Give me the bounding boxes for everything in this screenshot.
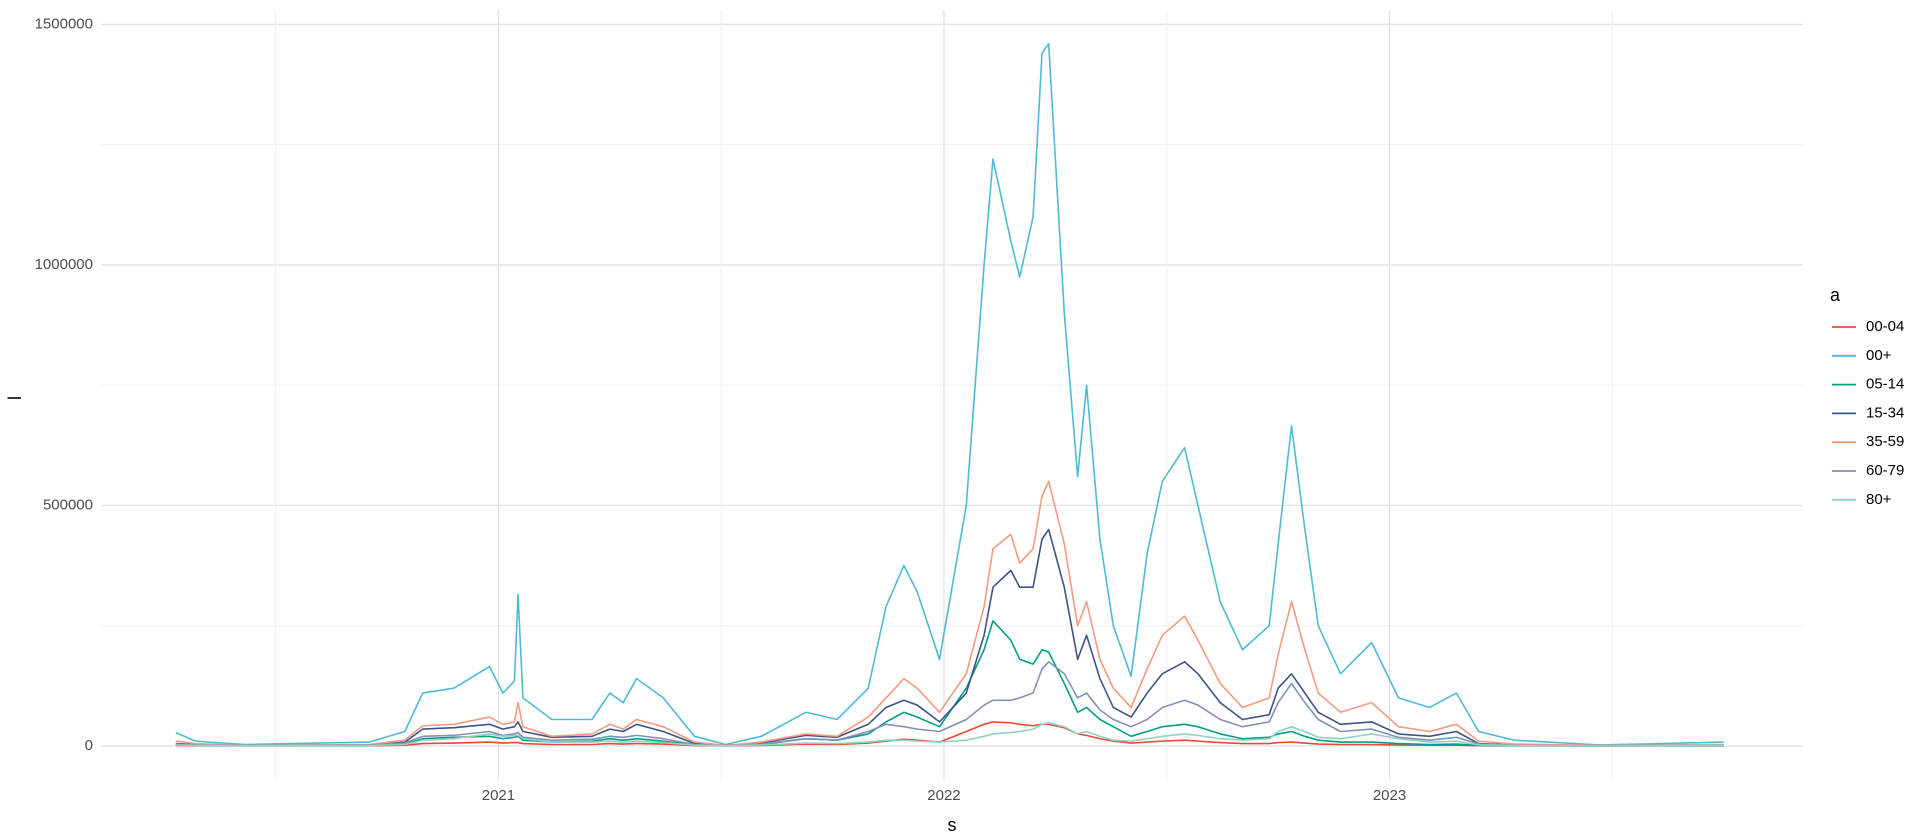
data-line: [175, 620, 1724, 747]
legend-label: 05-14: [1866, 376, 1904, 393]
legend-label: 80+: [1866, 491, 1892, 508]
data-line: [175, 722, 1724, 747]
x-axis-title: s: [948, 815, 957, 835]
x-tick-label: 2023: [1373, 787, 1406, 804]
legend-label: 35-59: [1866, 433, 1904, 450]
legend-label: 00-04: [1866, 318, 1904, 335]
legend-label: 00+: [1866, 347, 1892, 364]
plot-area: [101, 10, 1803, 780]
x-tick-label: 2021: [482, 787, 515, 804]
y-axis-title: l: [5, 396, 25, 400]
legend-label: 60-79: [1866, 462, 1904, 479]
y-tick-label: 1000000: [35, 256, 93, 273]
data-line: [175, 721, 1724, 747]
y-tick-label: 0: [85, 737, 93, 754]
data-line: [175, 528, 1724, 747]
y-tick-label: 500000: [43, 496, 93, 513]
legend-label: 15-34: [1866, 404, 1904, 421]
x-tick-label: 2022: [927, 787, 960, 804]
data-line: [175, 480, 1724, 747]
y-tick-label: 1500000: [35, 15, 93, 32]
legend-title: a: [1830, 285, 1841, 305]
data-line: [175, 42, 1724, 746]
data-line: [175, 660, 1724, 747]
